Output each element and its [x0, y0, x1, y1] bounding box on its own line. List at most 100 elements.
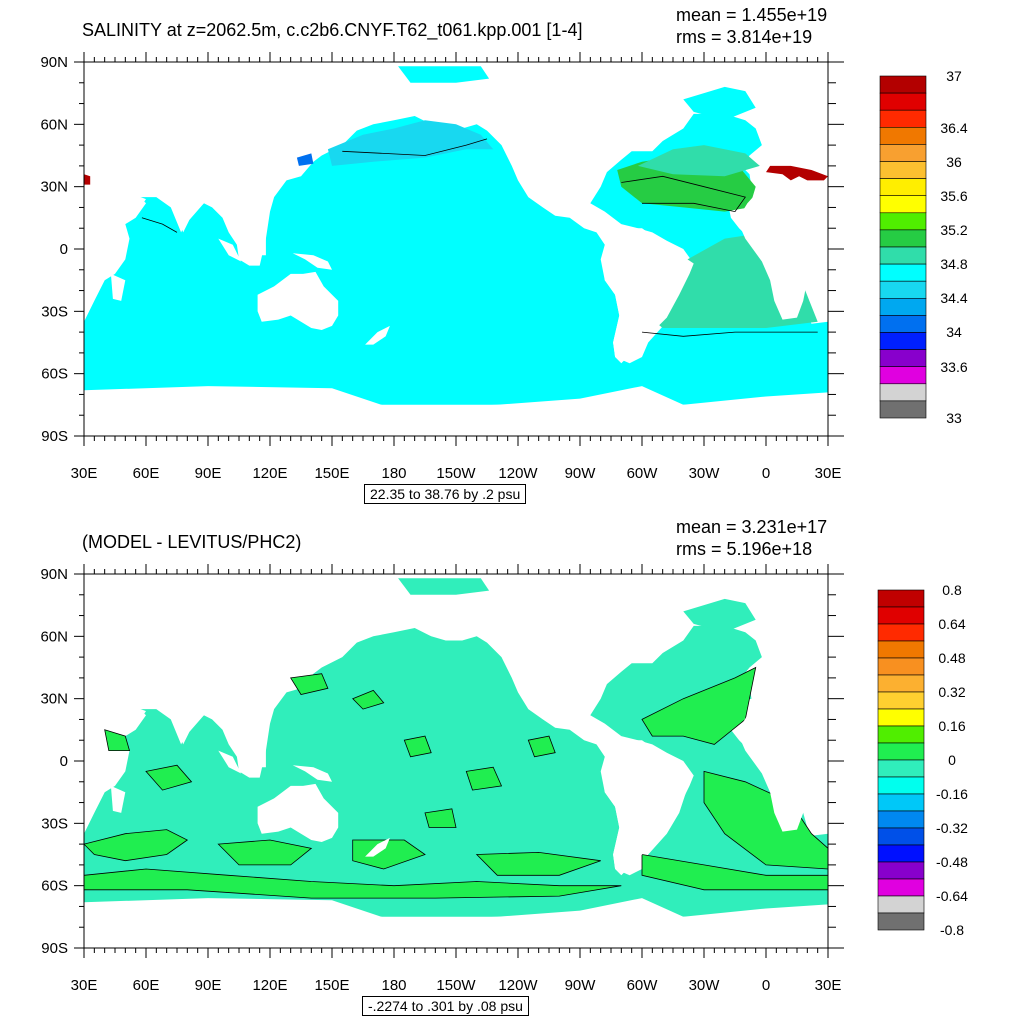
colorbar-swatch	[879, 366, 927, 385]
land-mask	[110, 785, 126, 813]
colorbar-swatch	[877, 793, 925, 812]
x-tick-label: 30W	[689, 465, 721, 482]
colorbar-label: 34	[946, 324, 962, 340]
colorbar-swatch	[879, 92, 927, 111]
x-tick-label: 30E	[815, 465, 842, 482]
land-mask	[292, 765, 332, 782]
land-mask	[218, 750, 242, 774]
x-tick-label: 90E	[195, 465, 222, 482]
anomaly-patch	[403, 735, 432, 758]
colorbar-swatch	[879, 195, 927, 214]
arctic-water	[398, 578, 490, 595]
contour-line	[621, 175, 746, 213]
land-mask	[737, 182, 828, 320]
colorbar-swatch	[879, 246, 927, 265]
north-atlantic-band	[637, 145, 760, 177]
land-mask	[84, 898, 828, 948]
colorbar-label: -0.32	[936, 820, 968, 836]
y-tick-label: 0	[60, 241, 68, 258]
colorbar-label: -0.48	[936, 854, 968, 870]
y-tick-label: 90S	[41, 428, 68, 445]
colorbar-label: 37	[946, 68, 962, 84]
mediterranean-high-salinity	[84, 174, 91, 185]
colorbar-swatch	[879, 315, 927, 333]
map-fill-group	[84, 578, 828, 948]
arctic-water	[683, 86, 756, 121]
x-tick-label: 90E	[195, 977, 222, 994]
okhotsk-low-salinity	[296, 153, 314, 166]
colorbar-label: -0.8	[940, 922, 964, 938]
colorbar-swatch	[877, 810, 925, 829]
anomaly-patch	[217, 839, 313, 866]
difference-mean: mean = 3.231e+17	[676, 517, 828, 537]
colorbar-swatch	[877, 623, 925, 642]
x-tick-label: 60E	[133, 977, 160, 994]
x-tick-label: 60E	[133, 465, 160, 482]
anomaly-patch	[527, 735, 556, 758]
colorbar-swatch	[877, 861, 925, 880]
land-mask	[292, 253, 332, 270]
anomaly-patch	[703, 770, 828, 870]
land-mask	[245, 748, 266, 768]
colorbar-swatch	[877, 725, 925, 744]
anomaly-patch	[84, 829, 189, 862]
land-mask	[365, 837, 390, 857]
land-mask	[162, 186, 208, 233]
salinity-rms: rms = 3.814e+19	[676, 27, 813, 47]
colorbar-swatch	[879, 127, 927, 145]
colorbar-swatch	[879, 349, 927, 368]
land-mask	[110, 273, 126, 301]
colorbar-swatch	[879, 297, 927, 316]
y-tick-label: 30S	[41, 303, 68, 320]
x-tick-label: 60W	[627, 465, 659, 482]
anomaly-patch	[290, 673, 329, 695]
anomaly-patch	[104, 729, 131, 752]
y-tick-label: 30S	[41, 815, 68, 832]
land-mask	[365, 325, 390, 345]
colorbar-label: 33.6	[940, 359, 967, 375]
x-tick-label: 150E	[314, 465, 349, 482]
colorbar-label: 35.6	[940, 188, 967, 204]
difference-title: (MODEL - LEVITUS/PHC2)	[82, 532, 302, 552]
x-tick-label: 0	[762, 977, 770, 994]
x-tick-label: 120W	[498, 465, 538, 482]
y-tick-label: 30N	[40, 179, 68, 196]
x-tick-label: 120E	[252, 465, 287, 482]
colorbar-swatch	[877, 759, 925, 778]
colorbar-swatch	[877, 606, 925, 625]
y-tick-label: 0	[60, 753, 68, 770]
colorbar-label: -0.16	[936, 786, 968, 802]
colorbar-swatch	[879, 178, 927, 197]
colorbar-label: 33	[946, 410, 962, 426]
salinity-mean: mean = 1.455e+19	[676, 5, 828, 25]
x-tick-label: 30E	[815, 977, 842, 994]
colorbar-swatch	[877, 878, 925, 897]
colorbar-swatch	[879, 280, 927, 299]
x-tick-label: 90W	[565, 977, 597, 994]
colorbar-swatch	[877, 827, 925, 846]
land-mask	[257, 271, 339, 330]
land-mask	[604, 740, 694, 876]
anomaly-patch	[351, 689, 385, 710]
arctic-water	[683, 598, 756, 633]
colorbar-swatch	[877, 912, 925, 931]
land-mask	[737, 694, 828, 832]
salinity-title: SALINITY at z=2062.5m, c.c2b6.CNYF.T62_t…	[82, 20, 583, 40]
colorbar-label: 0.8	[942, 582, 962, 598]
colorbar-swatch	[877, 657, 925, 676]
salinity-panel: SALINITY at z=2062.5m, c.c2b6.CNYF.T62_t…	[40, 5, 968, 504]
map-fill-group	[84, 66, 828, 436]
colorbar-swatch	[879, 332, 927, 350]
colorbar-label: 34.4	[940, 290, 967, 306]
colorbar-swatch	[877, 895, 925, 914]
anomaly-patch	[475, 851, 601, 876]
colorbar-swatch	[879, 229, 927, 248]
mediterranean-high-salinity	[766, 165, 828, 181]
x-tick-label: 180	[381, 465, 406, 482]
colorbar-swatch	[879, 109, 927, 128]
colorbar-swatch	[877, 844, 925, 863]
colorbar-swatch	[879, 400, 927, 419]
anomaly-patch	[84, 868, 622, 899]
difference-rms: rms = 5.196e+18	[676, 539, 813, 559]
colorbar-label: 0	[948, 752, 956, 768]
